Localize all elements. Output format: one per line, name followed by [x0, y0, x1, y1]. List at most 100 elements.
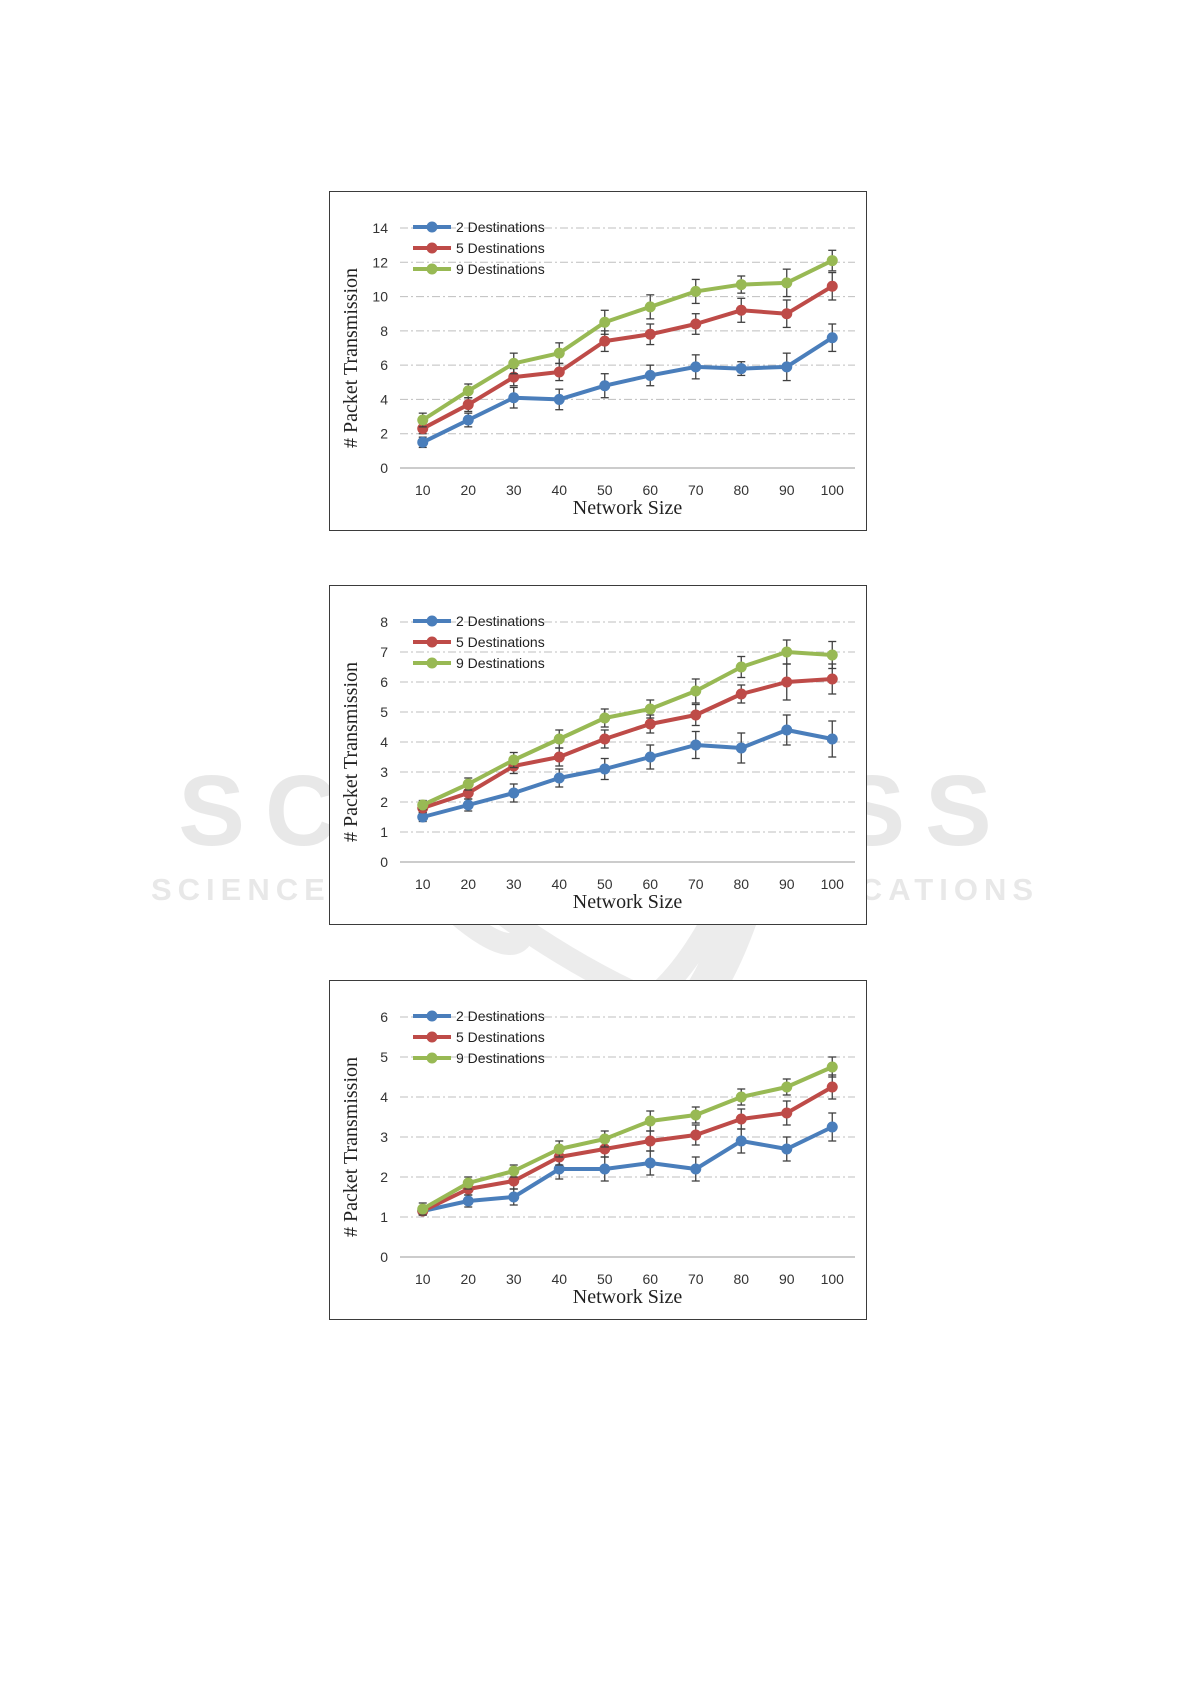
- chart-3-x-tick-label: 100: [821, 1271, 845, 1287]
- chart-2-data-point: [690, 709, 702, 721]
- chart-3-data-point: [644, 1157, 656, 1169]
- chart-2-data-point: [508, 754, 520, 766]
- chart-2-data-point: [735, 688, 747, 700]
- chart-1-data-point: [599, 316, 611, 328]
- chart-1-x-axis-title: Network Size: [573, 497, 683, 519]
- chart-1-data-point: [553, 347, 565, 359]
- chart-2-data-point: [644, 703, 656, 715]
- chart-1-series-3: [417, 249, 838, 428]
- chart-3-series-2: [417, 1074, 838, 1217]
- chart-3-series-line: [421, 1065, 834, 1211]
- chart-3-data-point: [781, 1081, 793, 1093]
- chart-1-y-tick-label: 8: [380, 323, 388, 339]
- chart-2-legend-label: 5 Destinations: [456, 634, 545, 650]
- chart-3-legend-swatch-marker: [426, 1052, 438, 1064]
- chart-3-legend-label: 5 Destinations: [456, 1029, 545, 1045]
- chart-3-legend-label: 9 Destinations: [456, 1050, 545, 1066]
- chart-1-x-tick-label: 20: [460, 482, 476, 498]
- chart-3-data-point: [826, 1121, 838, 1133]
- chart-2-legend-swatch-marker: [426, 636, 438, 648]
- chart-1-y-tick-label: 10: [372, 289, 388, 305]
- chart-2-x-tick-label: 10: [415, 876, 431, 892]
- chart-2-x-axis-title: Network Size: [573, 891, 683, 913]
- chart-3-data-point: [599, 1163, 611, 1175]
- chart-1-data-point: [735, 279, 747, 291]
- chart-1-legend-label: 9 Destinations: [456, 261, 545, 277]
- chart-3-x-tick-label: 70: [688, 1271, 704, 1287]
- chart-3-data-point: [735, 1113, 747, 1125]
- chart-2-y-tick-label: 1: [380, 824, 388, 840]
- chart-3: 0 1 2 3 4 5 6 10 20 30 40 50 60 70 80 90 100 Network Size…: [329, 980, 867, 1320]
- chart-3-series-line: [421, 1085, 834, 1213]
- chart-2-x-tick-label: 40: [551, 876, 567, 892]
- chart-1-data-point: [826, 280, 838, 292]
- chart-2-data-point: [781, 646, 793, 658]
- chart-2-x-tick-label: 50: [597, 876, 613, 892]
- chart-1-x-tick-label: 40: [551, 482, 567, 498]
- chart-2-data-point: [781, 676, 793, 688]
- chart-3-data-point: [781, 1143, 793, 1155]
- chart-1-x-tick-label: 100: [821, 482, 845, 498]
- chart-2-y-axis-title: # Packet Transmission: [340, 662, 362, 842]
- chart-1-data-point: [690, 285, 702, 297]
- chart-3-y-tick-label: 0: [380, 1249, 388, 1265]
- chart-3-x-tick-label: 40: [551, 1271, 567, 1287]
- chart-2: 0 1 2 3 4 5 6 7 8 10 20 30 40 50 60 70 80 90 100 Network Si…: [329, 585, 867, 925]
- chart-3-data-point: [508, 1165, 520, 1177]
- chart-1-data-point: [781, 277, 793, 289]
- chart-2-series-line: [421, 650, 833, 807]
- chart-3-y-tick-label: 6: [380, 1009, 388, 1025]
- chart-3-x-tick-label: 90: [779, 1271, 795, 1287]
- chart-1-data-point: [644, 369, 656, 381]
- chart-2-data-point: [462, 799, 474, 811]
- chart-3-series-line: [422, 1125, 834, 1213]
- chart-2-data-point: [599, 763, 611, 775]
- chart-2-data-point: [826, 673, 838, 685]
- chart-1-y-tick-label: 0: [380, 460, 388, 476]
- chart-1-data-point: [644, 301, 656, 313]
- chart-3-data-point: [508, 1175, 520, 1187]
- chart-1-data-point: [417, 414, 429, 426]
- chart-3-data-point: [553, 1163, 565, 1175]
- chart-1-x-tick-label: 80: [733, 482, 749, 498]
- chart-2-series-line: [422, 728, 833, 819]
- chart-1-data-point: [417, 436, 429, 448]
- chart-2-x-tick-label: 100: [821, 876, 845, 892]
- chart-2-data-point: [735, 742, 747, 754]
- chart-1-x-tick-label: 70: [688, 482, 704, 498]
- chart-1-y-tick-label: 2: [380, 426, 388, 442]
- chart-1-y-tick-label: 14: [372, 220, 388, 236]
- chart-3-x-tick-label: 20: [460, 1271, 476, 1287]
- chart-3-x-tick-label: 10: [415, 1271, 431, 1287]
- chart-2-svg: 0 1 2 3 4 5 6 7 8 10 20 30 40 50 60 70 80 90 100 Network Si…: [340, 613, 855, 913]
- chart-2-data-point: [826, 649, 838, 661]
- chart-2-y-tick-label: 0: [380, 854, 388, 870]
- chart-1-y-tick-label: 4: [380, 391, 388, 407]
- chart-2-x-tick-label: 70: [688, 876, 704, 892]
- chart-3-y-tick-label: 3: [380, 1129, 388, 1145]
- chart-2-series-2: [417, 663, 838, 814]
- chart-3-legend-swatch-marker: [426, 1031, 438, 1043]
- chart-2-data-point: [644, 718, 656, 730]
- chart-1-data-point: [690, 361, 702, 373]
- chart-2-data-point: [417, 799, 429, 811]
- chart-1-legend-swatch-marker: [426, 221, 438, 233]
- chart-1-x-tick-label: 30: [506, 482, 522, 498]
- chart-1-data-point: [417, 423, 429, 435]
- chart-1-data-point: [690, 318, 702, 330]
- chart-1-y-axis-title: # Packet Transmission: [340, 268, 362, 448]
- chart-1-legend-swatch-marker: [426, 263, 438, 275]
- chart-3-x-tick-label: 50: [597, 1271, 613, 1287]
- chart-2-data-point: [508, 787, 520, 799]
- chart-2-x-tick-label: 30: [506, 876, 522, 892]
- chart-2-data-point: [781, 724, 793, 736]
- chart-1: 0 2 4 6 8 10 12 14 10 20 30 40 50 60 70 80 90 100 Network …: [329, 191, 867, 531]
- chart-2-legend-label: 2 Destinations: [456, 613, 545, 629]
- chart-2-data-point: [553, 751, 565, 763]
- chart-3-x-tick-label: 30: [506, 1271, 522, 1287]
- chart-3-legend-label: 2 Destinations: [456, 1008, 545, 1024]
- chart-2-data-point: [599, 712, 611, 724]
- chart-3-data-point: [781, 1107, 793, 1119]
- chart-1-data-point: [553, 393, 565, 405]
- chart-1-x-tick-label: 10: [415, 482, 431, 498]
